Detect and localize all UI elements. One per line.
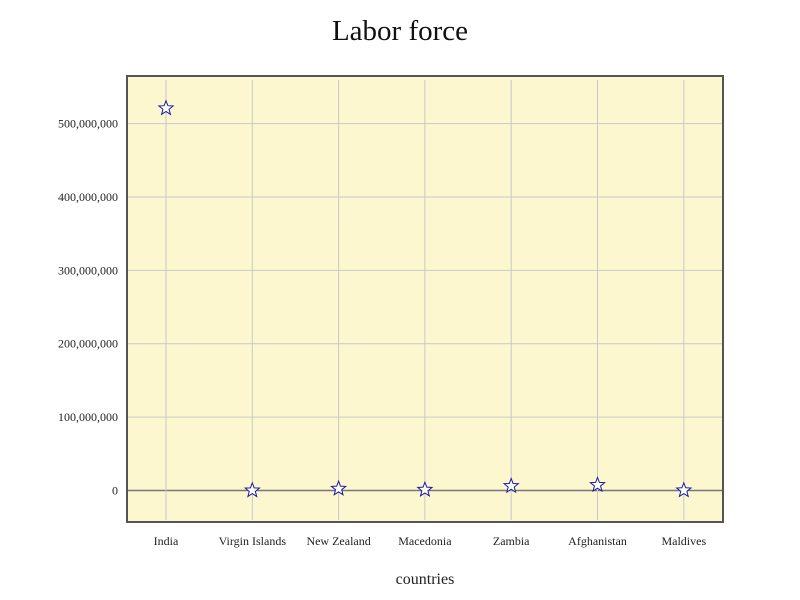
x-tick-label: Zambia — [493, 534, 530, 548]
y-tick-label: 0 — [112, 483, 118, 497]
data-point-star — [157, 99, 175, 116]
data-point-star — [416, 480, 434, 497]
data-points — [157, 99, 693, 498]
data-point-star — [330, 479, 348, 496]
y-tick-label: 300,000,000 — [58, 263, 118, 277]
x-tick-label: Afghanistan — [568, 534, 627, 548]
x-tick-label: Macedonia — [398, 534, 452, 548]
x-axis-tick-labels: India Virgin Islands New Zealand Macedonia Z… — [154, 534, 707, 548]
y-tick-label: 400,000,000 — [58, 190, 118, 204]
plot-border — [126, 75, 724, 523]
y-axis-tick-labels: 0 100,000,000 200,000,000 300,000,000 400,00… — [58, 117, 118, 498]
y-tick-label: 100,000,000 — [58, 410, 118, 424]
data-point-star — [589, 476, 606, 493]
x-tick-label: India — [154, 534, 179, 548]
y-tick-label: 500,000,000 — [58, 117, 118, 131]
x-tick-label: New Zealand — [306, 534, 370, 548]
x-tick-label: Virgin Islands — [219, 534, 287, 548]
chart-title: Labor force — [332, 15, 468, 47]
x-tick-label: Maldives — [661, 534, 706, 548]
x-axis-label: countries — [396, 571, 455, 588]
grid-lines — [127, 80, 723, 520]
data-point-star — [502, 477, 520, 494]
data-point-star — [675, 481, 693, 498]
y-tick-label: 200,000,000 — [58, 337, 118, 351]
data-point-star — [243, 481, 261, 498]
